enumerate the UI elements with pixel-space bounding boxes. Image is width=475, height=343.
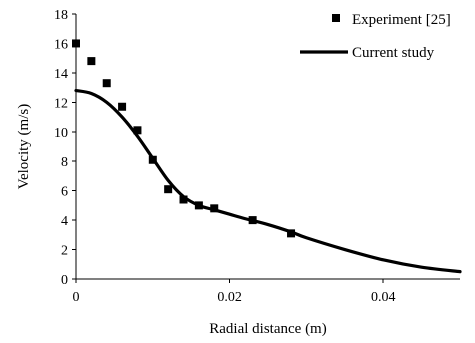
experiment-point (148, 155, 157, 164)
y-tick-label: 14 (54, 67, 68, 82)
y-axis-title: Velocity (m/s) (16, 104, 32, 189)
y-tick-label: 8 (61, 155, 68, 170)
y-tick-label: 2 (61, 244, 68, 259)
y-tick-label: 16 (54, 37, 68, 52)
experiment-point (248, 216, 257, 225)
y-tick-label: 12 (54, 96, 68, 111)
current-study-line (74, 88, 462, 274)
experiment-point (210, 204, 219, 213)
legend-label-current-study: Current study (352, 45, 435, 61)
y-tick-label: 18 (54, 8, 68, 23)
y-tick-label: 6 (61, 185, 68, 200)
y-tick-label: 10 (54, 126, 68, 141)
experiment-point (179, 195, 188, 204)
y-tick-label: 0 (61, 273, 68, 288)
x-tick-label: 0.04 (371, 290, 396, 305)
legend-label-experiment: Experiment [25] (352, 12, 451, 28)
legend-square-marker (332, 14, 340, 22)
x-axis-title: Radial distance (m) (209, 321, 326, 337)
y-axis-ticks: 0 2 4 6 8 10 12 14 16 18 (54, 8, 68, 288)
y-tick-label: 4 (61, 214, 68, 229)
experiment-point (287, 229, 296, 238)
x-tick-label: 0 (73, 290, 80, 305)
experiment-point (164, 185, 173, 194)
experiment-point (87, 57, 96, 66)
experiment-point (102, 79, 111, 88)
experiment-point (72, 39, 80, 48)
legend: Experiment [25] Current study (300, 12, 451, 61)
plot-area (72, 13, 462, 283)
experiment-point (194, 201, 203, 210)
experiment-point (133, 126, 142, 135)
x-axis-ticks: 0 0.02 0.04 (73, 290, 396, 305)
experiment-point (118, 102, 127, 111)
x-tick-label: 0.02 (217, 290, 242, 305)
